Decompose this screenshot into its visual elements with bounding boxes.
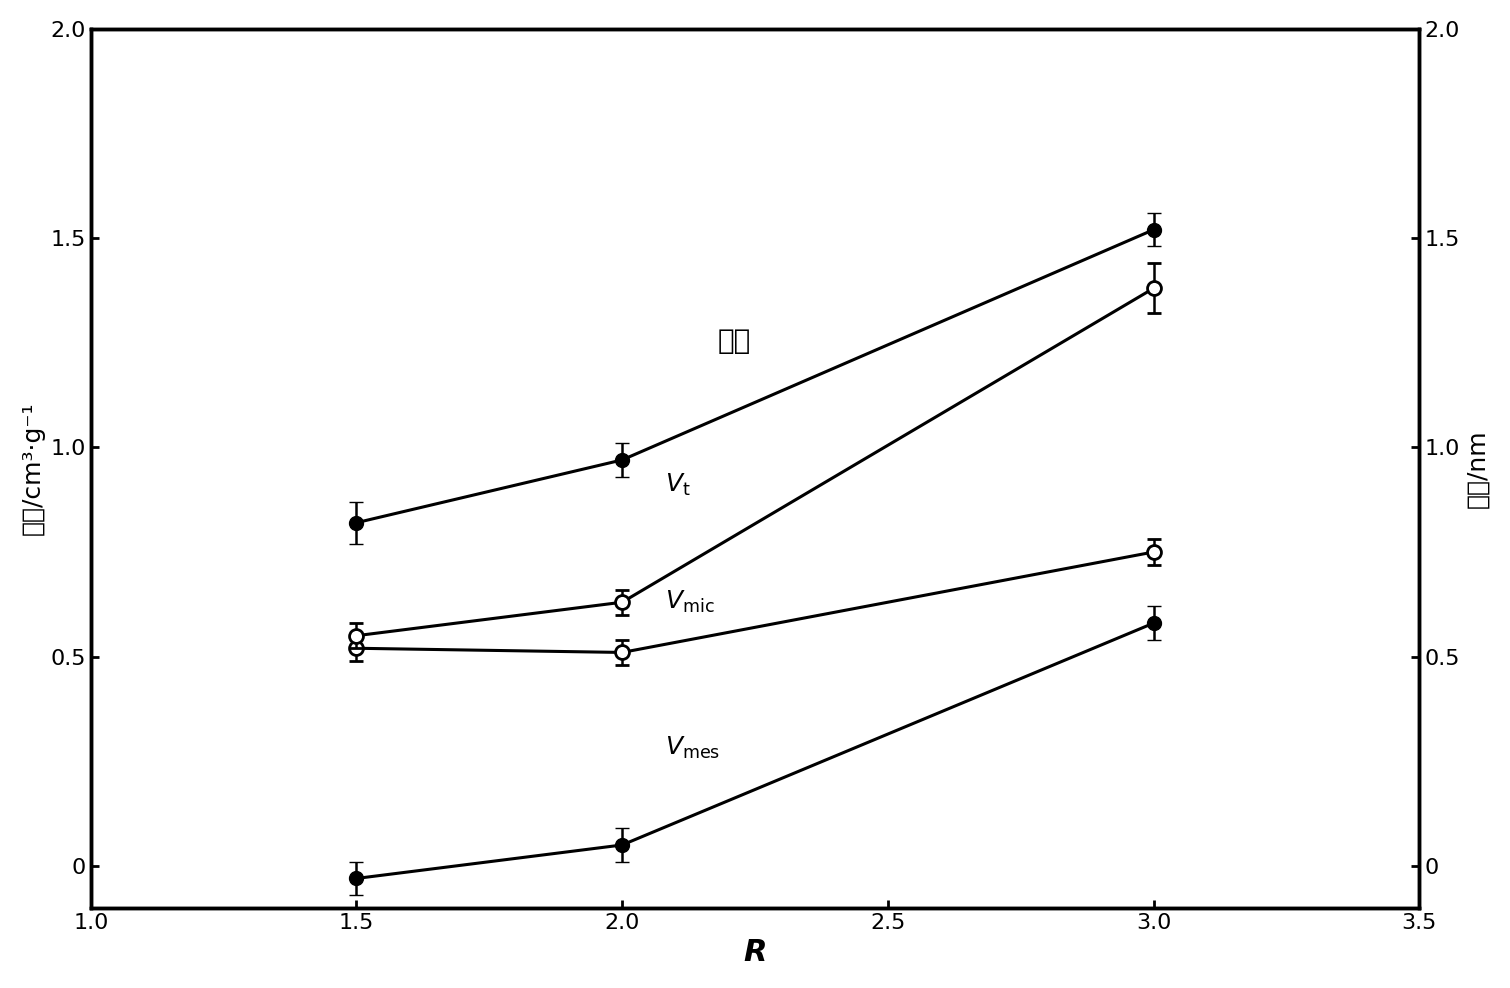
Text: $V_{\mathrm{t}}$: $V_{\mathrm{t}}$ — [664, 471, 690, 498]
Text: 孔径: 孔径 — [717, 327, 750, 356]
Y-axis label: 孔容/cm³·g⁻¹: 孔容/cm³·g⁻¹ — [21, 401, 45, 535]
Text: $V_{\mathrm{mic}}$: $V_{\mathrm{mic}}$ — [664, 589, 714, 615]
Y-axis label: 孔径/nm: 孔径/nm — [1465, 429, 1489, 508]
X-axis label: R: R — [743, 939, 767, 967]
Text: $V_{\mathrm{mes}}$: $V_{\mathrm{mes}}$ — [664, 735, 720, 762]
